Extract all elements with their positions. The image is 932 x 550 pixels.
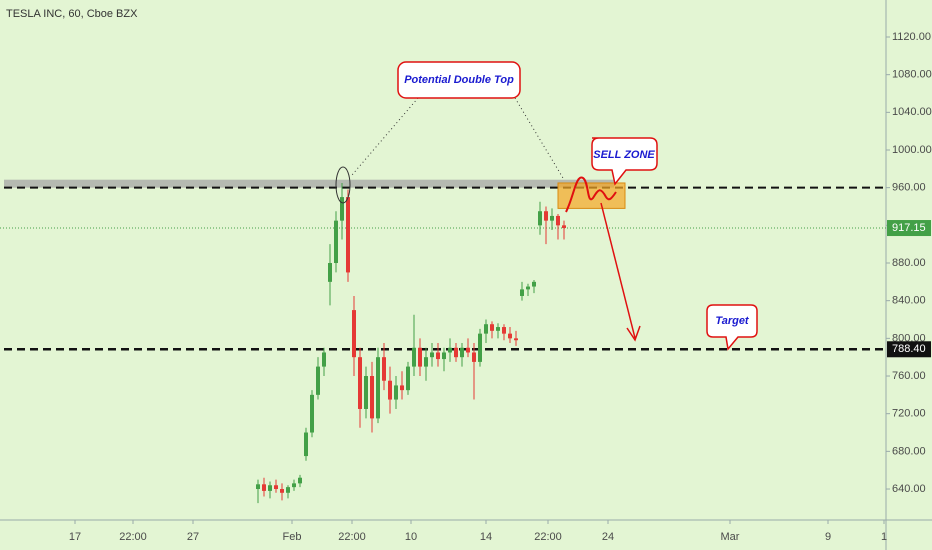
candle-body (448, 347, 452, 353)
resistance-band (4, 179, 614, 188)
x-tick-label: 22:00 (119, 531, 147, 543)
candle-body (412, 347, 416, 367)
x-tick-label: 27 (187, 531, 199, 543)
x-tick-label: 22:00 (534, 531, 562, 543)
candle-body (400, 385, 404, 391)
candle-body (364, 376, 368, 409)
candle-body (478, 333, 482, 362)
last-price-label: 917.15 (892, 222, 926, 234)
x-tick-label: Mar (721, 531, 740, 543)
candle-body (388, 380, 392, 400)
candle-body (262, 484, 266, 491)
annotation: Potential Double Top (404, 74, 514, 86)
top-ellipse (335, 166, 351, 204)
x-tick-label: 22:00 (338, 531, 366, 543)
y-tick-label: 1040.00 (892, 106, 932, 118)
candle-body (442, 352, 446, 360)
candle-body (358, 357, 362, 409)
candle-body (424, 357, 428, 367)
x-tick-label: 1 (881, 531, 887, 543)
target-badge (887, 341, 931, 358)
candle-body (310, 394, 314, 433)
candle-body (514, 338, 518, 341)
candle-body (484, 324, 488, 334)
candle-body (508, 333, 512, 339)
callout-box (397, 61, 521, 99)
candle-body (346, 197, 350, 273)
x-tick-label: Feb (283, 531, 302, 543)
callout-box (591, 137, 658, 186)
pointer-line (351, 97, 419, 176)
y-tick-label: 640.00 (892, 483, 926, 495)
candle-body (436, 352, 440, 360)
candle-body (370, 376, 374, 419)
target-callout: Target (706, 304, 758, 351)
sell-zone-callout: SELL ZONE (591, 137, 658, 186)
candle-body (382, 357, 386, 381)
x-tick-label: 10 (405, 531, 417, 543)
annotation: Target (715, 315, 750, 327)
annotation: SELL ZONE (593, 149, 655, 161)
candle-body (562, 225, 566, 229)
candle-body (352, 310, 356, 358)
y-tick-label: 680.00 (892, 445, 926, 457)
y-tick-label: 880.00 (892, 257, 926, 269)
y-tick-label: 960.00 (892, 182, 926, 194)
candle-body (502, 327, 506, 334)
last-price-badge (887, 220, 931, 237)
candle-body (454, 347, 458, 358)
callout-box (706, 304, 758, 351)
candle-body (430, 352, 434, 358)
candle-body (556, 215, 560, 226)
candle-body (394, 385, 398, 400)
y-tick-label: 800.00 (892, 332, 926, 344)
candle-body (298, 477, 302, 484)
candle-body (316, 366, 320, 395)
candle-body (550, 215, 554, 221)
y-tick-label: 1120.00 (892, 31, 931, 43)
chart-title: TESLA INC, 60, Cboe BZX (6, 8, 138, 20)
candle-body (328, 263, 332, 282)
candle-body (322, 352, 326, 367)
candle-body (496, 327, 500, 331)
candle-body (490, 324, 494, 331)
x-tick-label: 9 (825, 531, 831, 543)
y-tick-label: 720.00 (892, 408, 926, 420)
x-tick-label: 17 (69, 531, 81, 543)
candle-body (274, 485, 278, 490)
candle-body (538, 211, 542, 226)
y-tick-label: 760.00 (892, 370, 926, 382)
candle-body (544, 211, 548, 221)
sell-zone (557, 182, 626, 209)
candle-body (520, 289, 524, 296)
y-tick-label: 1000.00 (892, 144, 932, 156)
target-label: 788.40 (892, 343, 926, 355)
candle-body (268, 485, 272, 491)
candle-body (256, 484, 260, 490)
y-tick-label: 1080.00 (892, 69, 932, 81)
x-tick-label: 24 (602, 531, 614, 543)
projection-wave (565, 176, 617, 213)
candle-body (418, 347, 422, 367)
double-top-callout: Potential Double Top (335, 61, 564, 204)
y-tick-label: 840.00 (892, 295, 926, 307)
candle-body (340, 197, 344, 221)
candle-body (286, 487, 290, 493)
arrow-head (626, 325, 641, 342)
candle-body (376, 357, 380, 419)
projection-arrow (600, 202, 636, 339)
candle-body (304, 432, 308, 457)
candle-body (334, 220, 338, 264)
candle-body (466, 347, 470, 353)
candle-body (292, 483, 296, 488)
candle-body (472, 352, 476, 362)
candle-body (460, 347, 464, 358)
candle-body (280, 489, 284, 493)
candle-body (406, 366, 410, 391)
candle-body (532, 281, 536, 287)
x-tick-label: 14 (480, 531, 492, 543)
candle-body (526, 286, 530, 290)
